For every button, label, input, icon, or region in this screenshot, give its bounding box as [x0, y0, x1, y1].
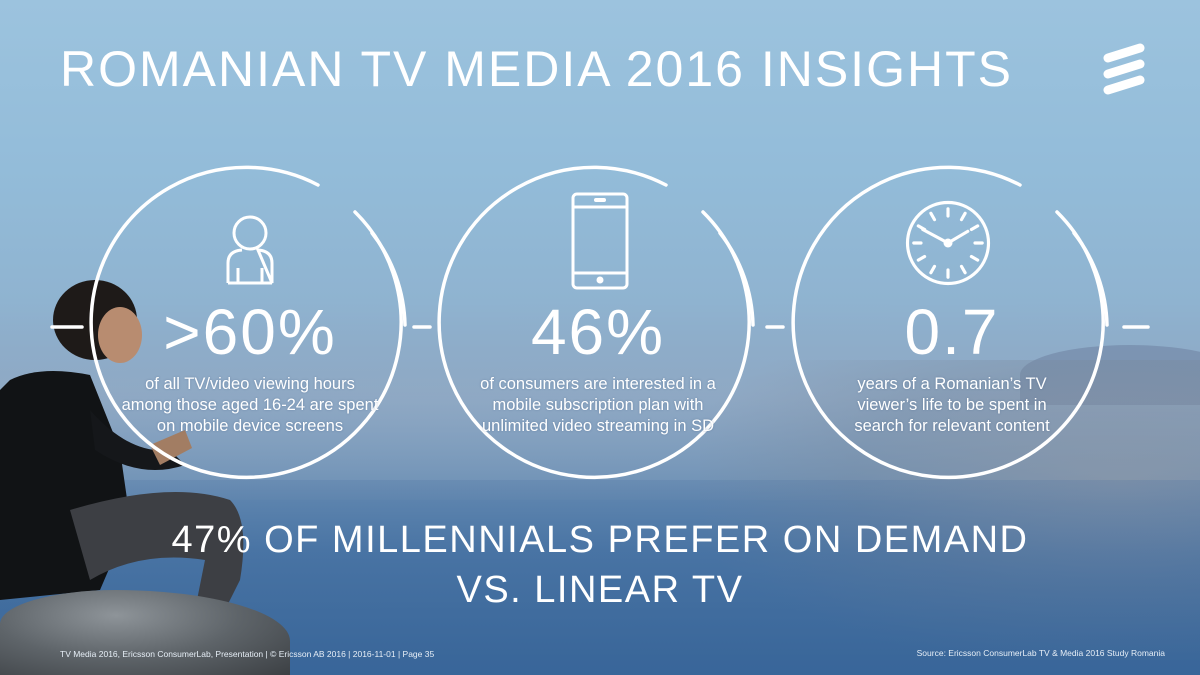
ericsson-logo-icon [1103, 43, 1145, 95]
person-icon [226, 215, 274, 285]
footer-info: TV Media 2016, Ericsson ConsumerLab, Pre… [60, 649, 435, 659]
source-note: Source: Ericsson ConsumerLab TV & Media … [916, 648, 1165, 658]
stat-value: >60% [163, 296, 337, 368]
stat-search-time: 0.7 years of a Romanian’s TV viewer’s li… [802, 300, 1102, 437]
smartphone-icon [571, 192, 629, 290]
slide-title: ROMANIAN TV MEDIA 2016 INSIGHTS [60, 41, 1013, 97]
stat-caption: years of a Romanian’s TV viewer’s life t… [854, 375, 1050, 435]
stat-caption: of consumers are interested in a mobile … [480, 375, 716, 435]
stat-mobile-viewing: >60% of all TV/video viewing hours among… [100, 300, 400, 437]
clock-icon [905, 200, 991, 286]
stat-unlimited-streaming: 46% of consumers are interested in a mob… [448, 300, 748, 437]
stat-caption: of all TV/video viewing hours among thos… [121, 375, 379, 435]
stat-value: 46% [530, 296, 666, 368]
headline-line-2: VS. LINEAR TV [456, 569, 744, 611]
stat-value: 0.7 [904, 296, 1000, 368]
headline-line-1: 47% OF MILLENNIALS PREFER ON DEMAND [171, 519, 1029, 561]
